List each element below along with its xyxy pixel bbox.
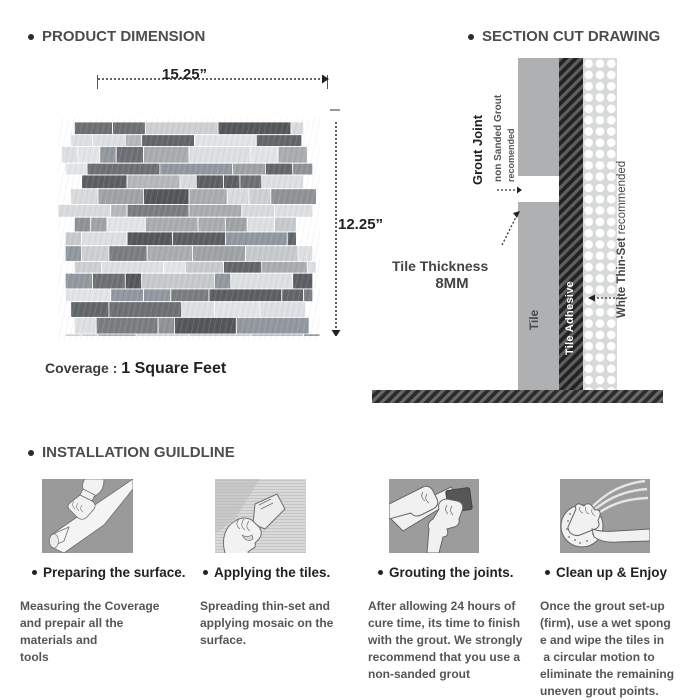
svg-text:Tile Adhesive: Tile Adhesive xyxy=(564,281,576,355)
svg-text:recomended: recomended xyxy=(506,128,516,182)
svg-text:Tile: Tile xyxy=(527,309,541,330)
svg-text:non Sanded Grout: non Sanded Grout xyxy=(493,94,504,182)
svg-text:Grout Joint: Grout Joint xyxy=(470,114,485,185)
